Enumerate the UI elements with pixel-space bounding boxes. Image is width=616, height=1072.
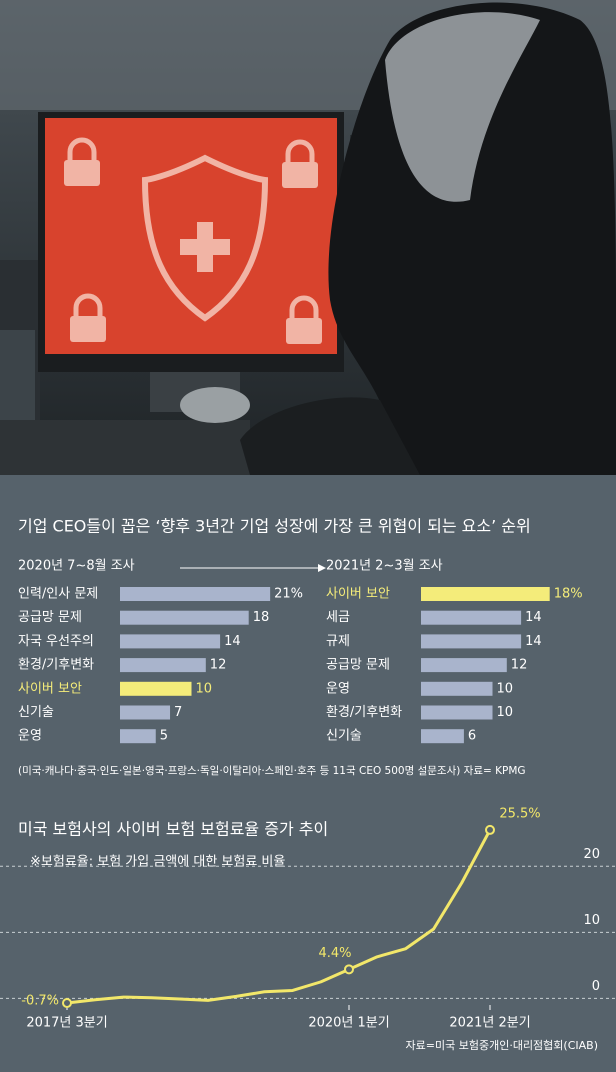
bar xyxy=(120,634,221,649)
category-label: 운영 xyxy=(326,681,350,696)
category-label: 환경/기후변화 xyxy=(18,658,94,673)
value-label: 6 xyxy=(468,729,476,744)
bar xyxy=(120,658,206,673)
point xyxy=(62,998,72,1009)
category-label: 신기술 xyxy=(18,705,54,720)
bar xyxy=(120,729,156,744)
value-label: 10 xyxy=(497,681,514,696)
category-label: 사이버 보안 xyxy=(18,681,82,696)
category-label: 사이버 보안 xyxy=(326,587,390,602)
category-label: 신기술 xyxy=(326,729,362,744)
y-tick-label: 20 xyxy=(583,847,600,862)
value-label: 25.5% xyxy=(499,806,540,821)
bar xyxy=(421,610,522,625)
bar xyxy=(421,681,493,696)
category-label: 공급망 문제 xyxy=(18,610,82,625)
line xyxy=(66,829,492,1005)
infographic-title: 기업 CEO들이 꼽은 ‘향후 3년간 기업 성장에 가장 큰 위협이 되는 요… xyxy=(18,517,531,536)
value-label: -0.7% xyxy=(21,994,59,1009)
value-label: 12 xyxy=(511,658,528,673)
value-label: 14 xyxy=(224,634,241,649)
value-label: 18% xyxy=(554,587,583,602)
category-label: 인력/인사 문제 xyxy=(18,587,98,602)
y-tick-label: 10 xyxy=(583,913,600,928)
bar xyxy=(421,729,464,744)
value-label: 5 xyxy=(160,729,168,744)
x-tick-label: 2020년 1분기 xyxy=(308,1016,389,1031)
category-label: 자국 우선주의 xyxy=(18,634,94,649)
chart-title: 미국 보험사의 사이버 보험 보험료율 증가 추이 xyxy=(18,820,328,839)
value-label: 10 xyxy=(196,681,213,696)
value-label: 12 xyxy=(210,658,227,673)
value-label: 10 xyxy=(497,705,514,720)
bar xyxy=(421,634,522,649)
bar xyxy=(421,658,507,673)
photo xyxy=(0,0,616,475)
arrow-head xyxy=(318,564,326,572)
x-tick-label: 2021년 2분기 xyxy=(449,1016,530,1031)
value-label: 18 xyxy=(253,610,270,625)
bar xyxy=(120,681,192,696)
x-tick-label: 2017년 3분기 xyxy=(26,1016,107,1031)
category-label: 세금 xyxy=(326,610,350,625)
bar xyxy=(120,587,271,601)
category-label: 환경/기후변화 xyxy=(326,705,402,720)
value-label: 21% xyxy=(274,587,303,602)
chart-subtitle: 2020년 7~8월 조사 xyxy=(18,559,135,574)
bar xyxy=(421,587,550,601)
point xyxy=(485,824,495,835)
category-label: 공급망 문제 xyxy=(326,658,390,673)
bar xyxy=(120,610,249,625)
value-label: 4.4% xyxy=(318,946,351,961)
chart-subtitle: ※보험료율: 보험 가입 금액에 대한 보험료 비율 xyxy=(30,855,285,870)
category-label: 운영 xyxy=(18,729,42,744)
bar xyxy=(120,705,171,720)
value-label: 7 xyxy=(174,705,182,720)
chart-subtitle: 2021년 2~3월 조사 xyxy=(326,559,443,574)
point xyxy=(344,964,354,975)
category-label: 규제 xyxy=(326,634,350,649)
source: 자료=미국 보험중개인·대리점협회(CIAB) xyxy=(406,1039,598,1052)
value-label: 14 xyxy=(525,634,542,649)
y-tick-label: 0 xyxy=(592,979,600,994)
bar xyxy=(421,705,493,720)
footnote: (미국·캐나다·중국·인도·일본·영국·프랑스·독일·이탈리아·스페인·호주 등… xyxy=(18,764,526,777)
value-label: 14 xyxy=(525,610,542,625)
